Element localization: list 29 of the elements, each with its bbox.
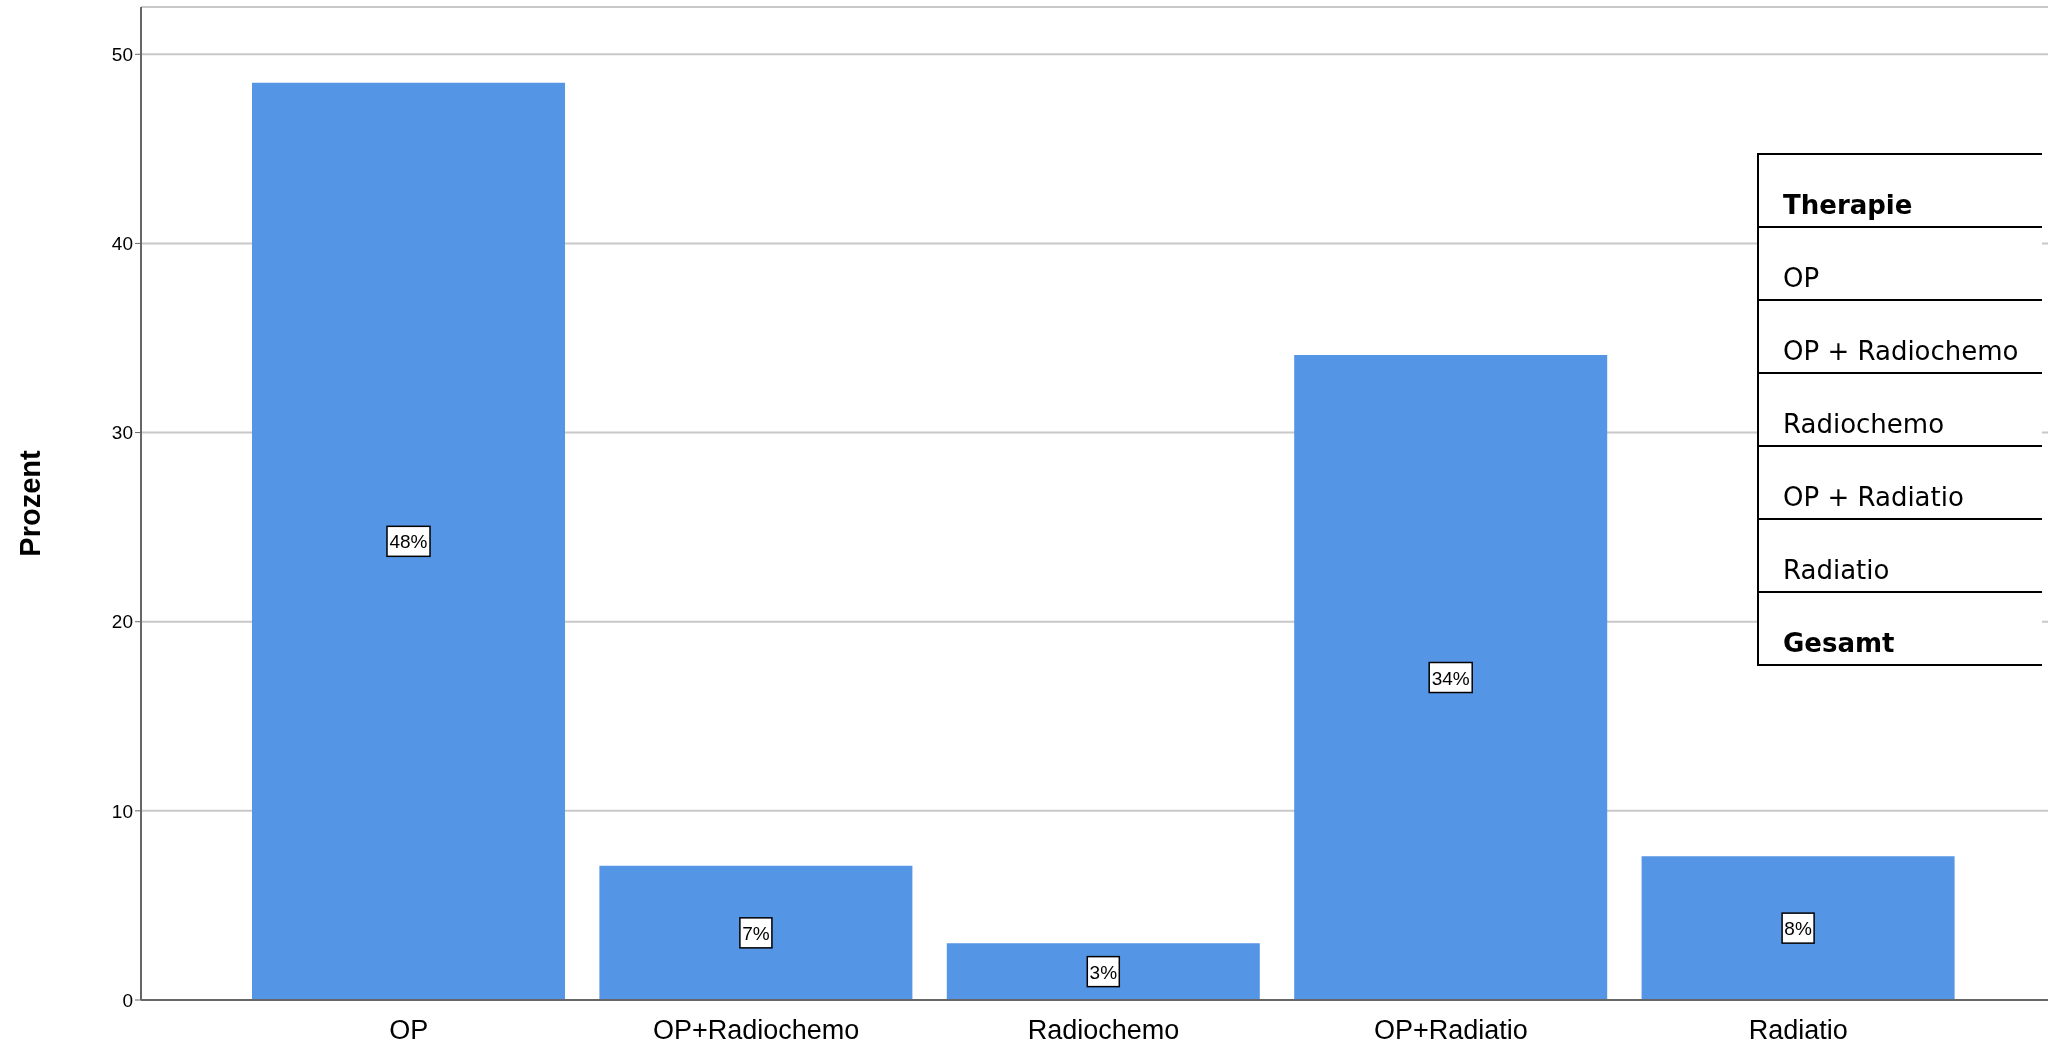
y-axis-title: Prozent [14, 449, 47, 557]
bar [946, 943, 1260, 1000]
annotation: Therapie [1759, 155, 2042, 228]
bar [252, 82, 565, 1000]
annotation: OP + Radiochemo [1759, 301, 2042, 374]
bar [1641, 856, 1955, 1000]
data-label: 8% [1784, 918, 1812, 940]
bar [599, 865, 913, 1000]
data-label: 3% [1089, 961, 1118, 983]
annotation: Radiatio [1759, 520, 2042, 593]
annotation: OP [1759, 228, 2042, 301]
data-label: 34% [1431, 667, 1470, 689]
x-tick-label: Radiatio [1748, 1015, 1848, 1046]
x-tick-label: Radiochemo [1027, 1015, 1180, 1046]
y-tick-label: 0 [122, 989, 133, 1011]
y-tick-label: 50 [111, 44, 133, 66]
annotation: Gesamt [1759, 593, 2042, 666]
y-tick-label: 10 [111, 800, 133, 822]
x-tick-label: OP [389, 1015, 429, 1046]
x-tick-label: OP+Radiochemo [652, 1015, 860, 1046]
data-label: 7% [742, 922, 770, 944]
x-tick-label: OP+Radiatio [1373, 1015, 1528, 1046]
data-label: 48% [389, 531, 428, 553]
y-tick-label: 30 [111, 422, 133, 444]
y-tick-label: 40 [111, 233, 133, 255]
bar [1294, 355, 1608, 1000]
annotation: Radiochemo [1759, 374, 2042, 447]
annotation: OP + Radiatio [1759, 447, 2042, 520]
y-tick-label: 20 [111, 611, 133, 633]
